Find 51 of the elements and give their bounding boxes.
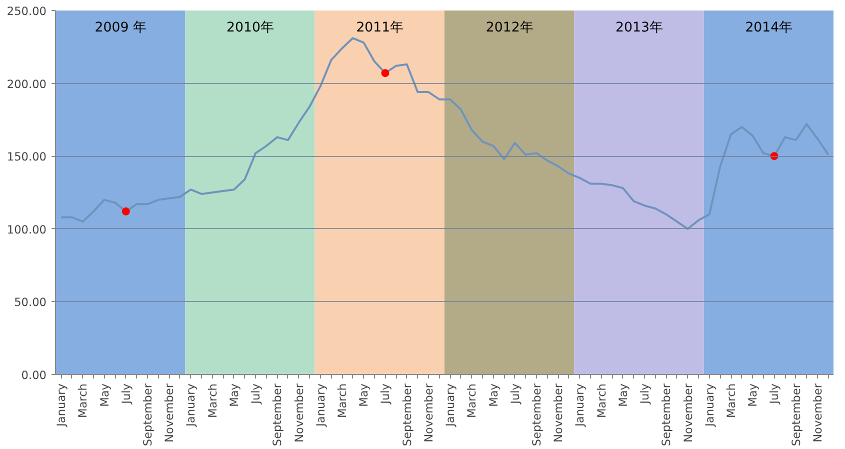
point (122, 207, 130, 216)
band-label: 2012年 (486, 20, 533, 36)
x-tick-label: July (118, 383, 133, 405)
x-tick-label: September (400, 383, 414, 446)
x-tick-label: July (767, 383, 782, 405)
band-label: 2014年 (745, 20, 792, 36)
x-tick-label: March (724, 383, 738, 418)
y-tick-label: 150.00 (6, 150, 47, 164)
x-tick-label: May (616, 383, 630, 407)
y-tick-label: 50.00 (14, 295, 47, 310)
x-tick-label: July (508, 383, 522, 405)
x-tick-label: September (140, 383, 155, 446)
x-tick-label: January (443, 383, 458, 428)
x-tick-label: January (313, 383, 328, 428)
y-tick-label: 100.00 (6, 222, 47, 236)
x-tick-label: July (638, 383, 652, 405)
x-tick-label: July (378, 383, 392, 405)
band-label: 2010年 (226, 20, 274, 36)
x-tick-label: May (97, 383, 112, 407)
x-tick-label: May (356, 383, 371, 407)
point (381, 69, 390, 78)
x-tick-label: November (292, 383, 306, 442)
x-tick-label: March (464, 383, 479, 418)
x-tick-label: November (421, 383, 436, 442)
x-tick-label: November (162, 383, 176, 442)
x-tick-label: May (746, 383, 760, 407)
x-tick-label: March (76, 383, 90, 418)
x-tick-label: January (184, 383, 198, 428)
x-tick-label: November (680, 383, 695, 442)
x-tick-label: January (702, 383, 716, 428)
x-tick-label: March (205, 383, 220, 418)
x-tick-label: May (226, 383, 241, 407)
band-label: 2011年 (356, 20, 404, 36)
x-tick-label: September (659, 383, 674, 446)
band-label: 2013年 (616, 20, 662, 36)
x-tick-label: September (788, 383, 803, 446)
x-tick-label: March (335, 383, 350, 418)
x-tick-label: November (551, 383, 566, 442)
y-tick-label: 250.00 (6, 4, 47, 18)
x-tick-label: September (270, 383, 284, 446)
x-tick-label: July (248, 383, 263, 405)
x-tick-label: November (810, 383, 824, 442)
line-series (60, 37, 830, 230)
x-tick-label: January (572, 383, 587, 428)
x-tick-label: January (54, 383, 68, 428)
y-tick-label: 0.00 (21, 368, 47, 382)
x-tick-label: May (486, 383, 500, 407)
band-label: 2009 年 (94, 20, 146, 36)
x-tick-label: September (530, 383, 544, 446)
x-tick-label: March (594, 383, 608, 418)
y-tick-label: 200.00 (6, 76, 47, 91)
